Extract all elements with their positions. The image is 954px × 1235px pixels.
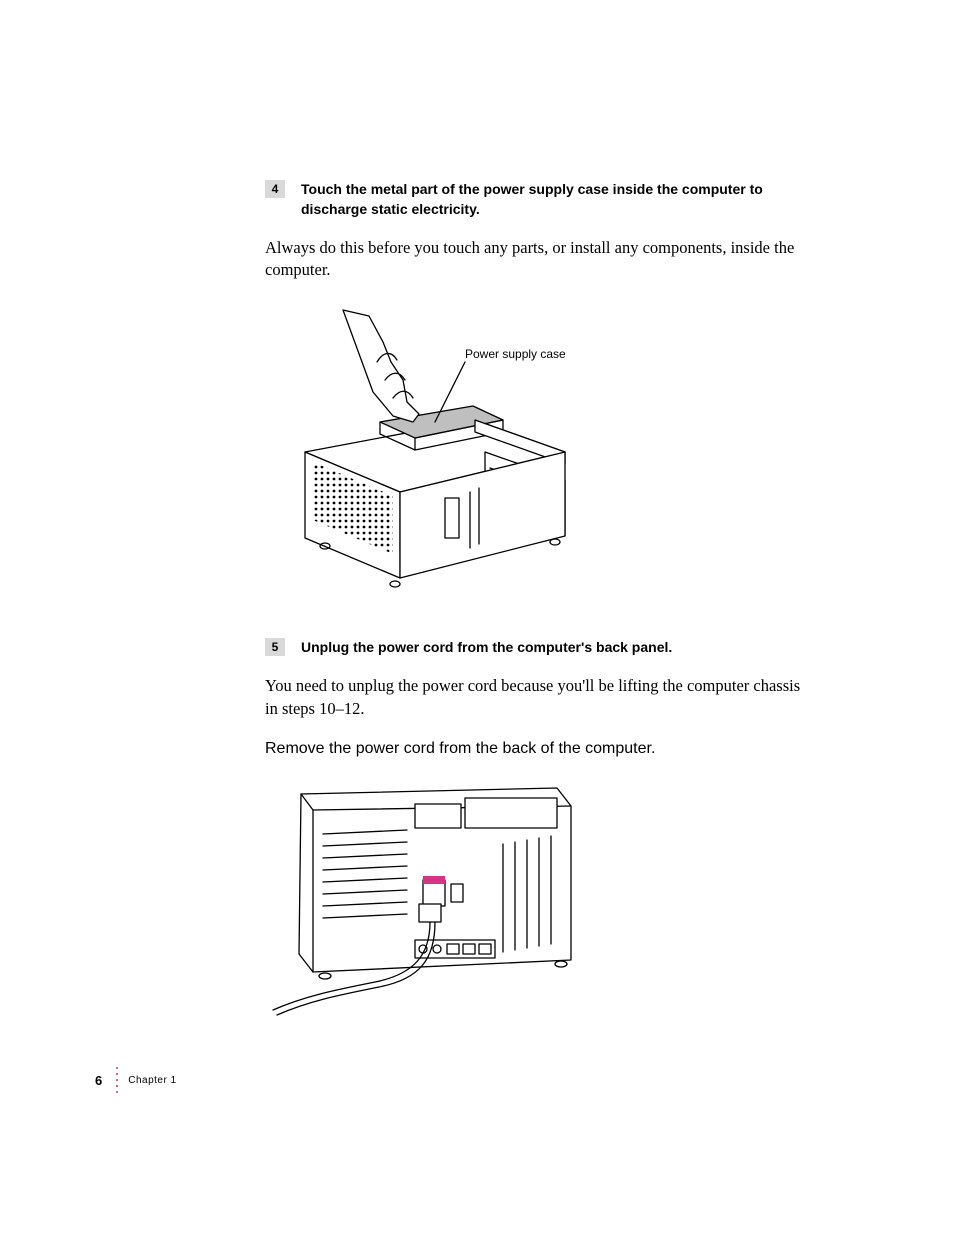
figure-caption: Remove the power cord from the back of t…	[265, 740, 804, 758]
document-page: 4 Touch the metal part of the power supp…	[0, 0, 954, 1235]
page-footer: 6 Chapter 1	[95, 1065, 177, 1095]
figure-power-supply-case: Power supply case	[265, 302, 804, 608]
step-row: 5 Unplug the power cord from the compute…	[265, 638, 804, 658]
step-row: 4 Touch the metal part of the power supp…	[265, 180, 804, 219]
step-4: 4 Touch the metal part of the power supp…	[265, 180, 804, 608]
figure-remove-power-cord: Remove the power cord from the back of t…	[265, 740, 804, 1016]
page-number: 6	[95, 1073, 102, 1088]
figure-svg-2	[265, 764, 585, 1016]
step-heading: Unplug the power cord from the computer'…	[301, 638, 672, 658]
step-number-box: 4	[265, 180, 285, 198]
chapter-label: Chapter 1	[128, 1075, 176, 1086]
step-heading: Touch the metal part of the power supply…	[301, 180, 804, 219]
figure-svg-1: Power supply case	[265, 302, 605, 608]
figure-label: Power supply case	[465, 347, 566, 361]
footer-dots-icon	[116, 1065, 118, 1095]
step-number-box: 5	[265, 638, 285, 656]
step-5: 5 Unplug the power cord from the compute…	[265, 638, 804, 1016]
step-body-text: Always do this before you touch any part…	[265, 237, 804, 282]
step-body-text: You need to unplug the power cord becaus…	[265, 675, 804, 720]
